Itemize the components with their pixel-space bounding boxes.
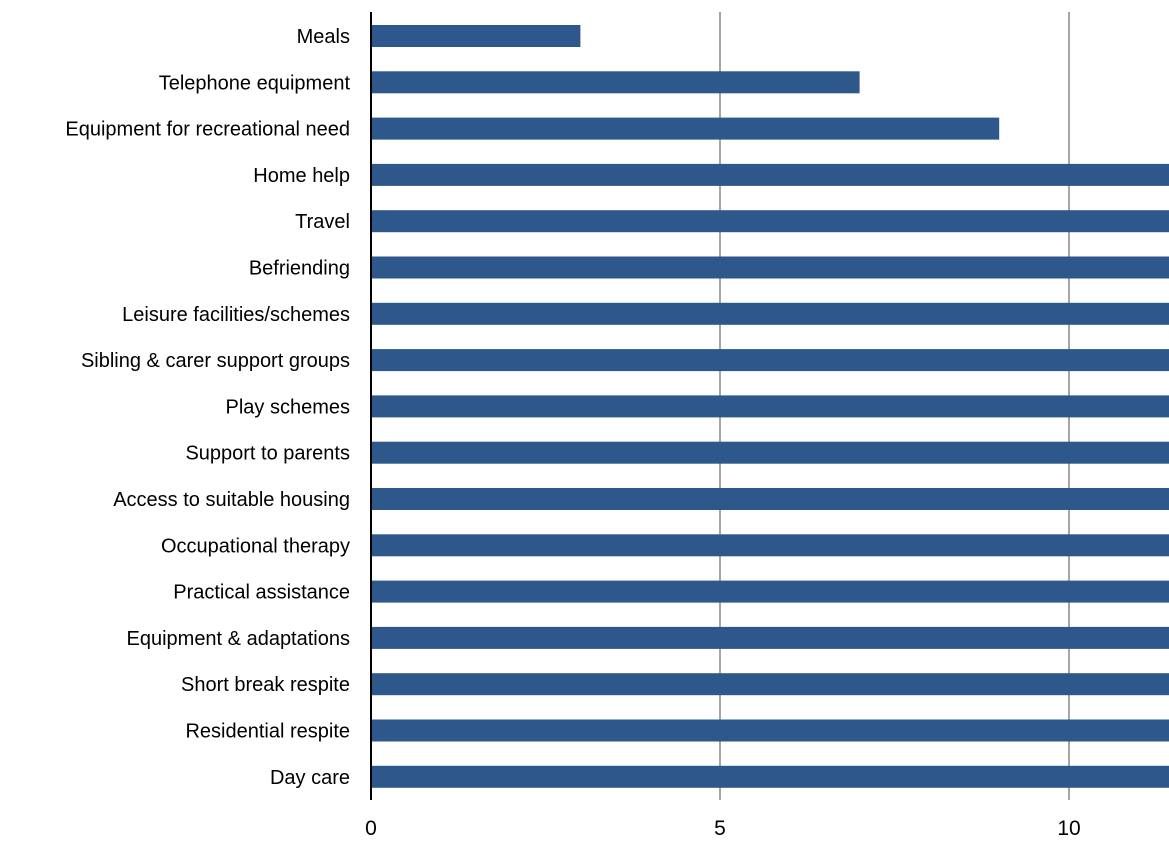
- bar-14: [371, 673, 1169, 696]
- bar-7: [371, 349, 1169, 372]
- x-tick-labels: 05101520: [365, 817, 1081, 840]
- bar-1: [371, 71, 860, 94]
- bar-11: [371, 534, 1169, 557]
- x-tick-label-0: 0: [365, 817, 377, 840]
- bar-9: [371, 441, 1169, 464]
- category-label-5: Befriending: [249, 258, 350, 280]
- bar-5: [371, 256, 1169, 279]
- bar-4: [371, 210, 1169, 233]
- category-label-15: Residential respite: [185, 721, 350, 743]
- bar-6: [371, 302, 1169, 325]
- category-label-9: Support to parents: [185, 443, 350, 465]
- bars: [371, 25, 1169, 788]
- bar-0: [371, 25, 581, 47]
- bar-16: [371, 765, 1169, 788]
- category-label-16: Day care: [270, 767, 350, 789]
- category-label-10: Access to suitable housing: [113, 489, 350, 511]
- category-label-0: Meals: [297, 26, 350, 48]
- category-label-14: Short break respite: [181, 674, 350, 696]
- category-label-12: Practical assistance: [173, 582, 350, 604]
- bar-12: [371, 580, 1169, 603]
- x-tick-label-10: 10: [1057, 817, 1080, 840]
- bar-3: [371, 163, 1169, 186]
- category-label-7: Sibling & carer support groups: [81, 350, 350, 372]
- category-label-1: Telephone equipment: [159, 72, 351, 94]
- x-tick-label-5: 5: [714, 817, 726, 840]
- bar-2: [371, 117, 1000, 140]
- category-label-2: Equipment for recreational need: [65, 119, 350, 141]
- bar-13: [371, 626, 1169, 649]
- category-label-13: Equipment & adaptations: [127, 628, 351, 650]
- category-labels: Meals Telephone equipment Equipment for re…: [65, 26, 350, 789]
- bar-8: [371, 395, 1169, 418]
- category-label-6: Leisure facilities/schemes: [122, 304, 350, 326]
- category-label-8: Play schemes: [226, 396, 351, 418]
- category-label-11: Occupational therapy: [161, 535, 350, 557]
- category-label-4: Travel: [295, 211, 350, 233]
- bar-10: [371, 488, 1169, 510]
- category-label-3: Home help: [253, 165, 350, 187]
- bar-15: [371, 719, 1169, 742]
